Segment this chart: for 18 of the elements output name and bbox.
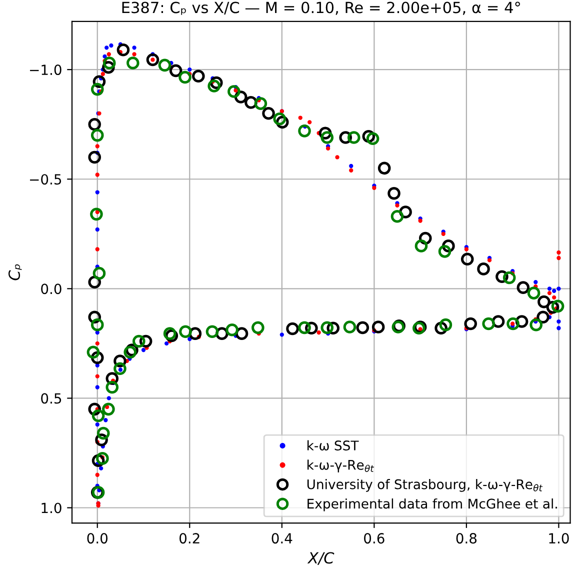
- x-tick-label: 0.4: [272, 533, 292, 544]
- y-tick-label: 0.5: [41, 393, 62, 404]
- y-tick-label: 1.0: [42, 502, 62, 514]
- chart-title: E387: Cₚ vs X/C — M = 0.10, Re = 2.00e+05, α = 4°: [122, 2, 520, 15]
- y-tick-label: −1.0: [30, 64, 62, 76]
- x-tick-label: 1.0: [549, 533, 569, 544]
- x-tick-label: 0.0: [87, 533, 108, 544]
- legend-label: University of Strasbourg, k-ω-γ-Re$_{θt}$: [307, 479, 543, 492]
- y-axis-title: Cₚ: [8, 264, 22, 280]
- y-tick-label: −0.5: [30, 174, 62, 185]
- x-tick-label: 0.8: [456, 533, 477, 544]
- legend-label: k-ω SST: [307, 440, 359, 450]
- y-tick-label: 0.0: [41, 284, 62, 294]
- x-tick-label: 0.2: [180, 533, 200, 544]
- x-tick-label: 0.6: [364, 533, 384, 544]
- x-axis-title: X/C: [307, 552, 334, 565]
- legend-label: k-ω-γ-Re$_{θt}$: [307, 460, 374, 472]
- legend-label: Experimental data from McGhee et al.: [308, 498, 557, 512]
